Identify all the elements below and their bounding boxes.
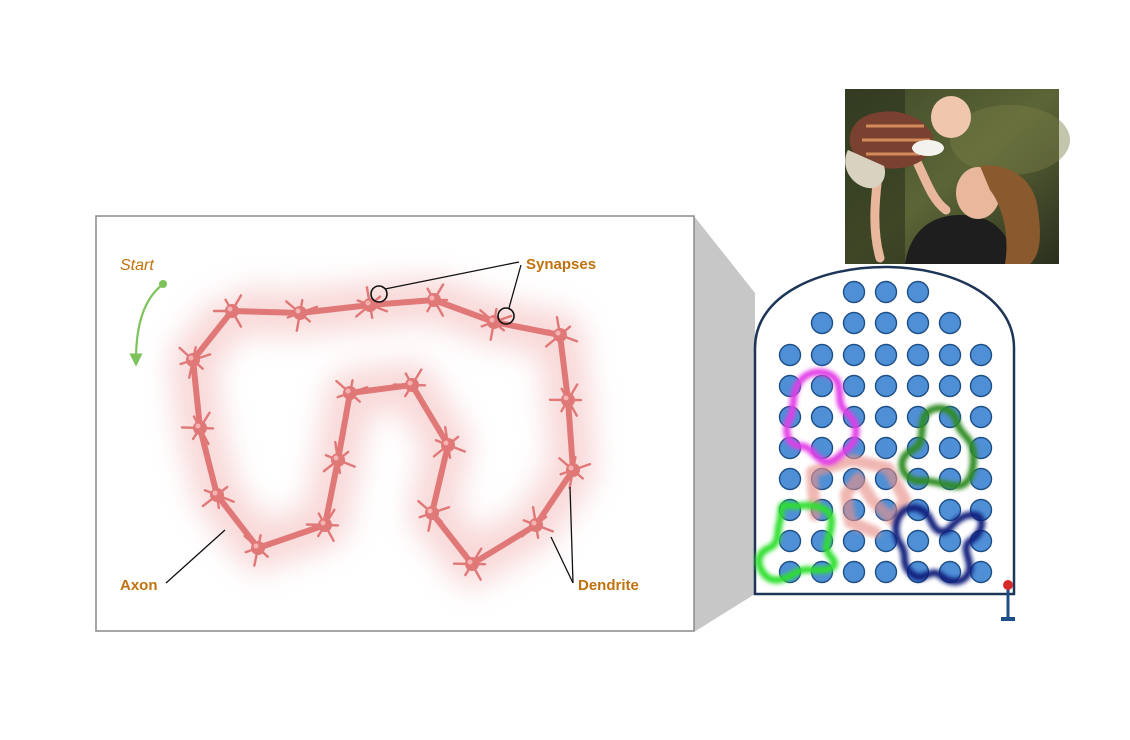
grid-dot	[778, 529, 802, 553]
neuron-cell	[322, 441, 356, 475]
grid-dot	[906, 529, 930, 553]
grid-dot	[906, 374, 930, 398]
neuron-cell	[558, 456, 592, 489]
neuron-cell	[392, 368, 427, 402]
synapse-marker	[370, 285, 388, 303]
axon-label: Axon	[120, 577, 158, 594]
axon-leader-line	[165, 529, 226, 584]
start-label: Start	[120, 257, 154, 274]
grid-dot	[810, 311, 834, 335]
pin-marker-icon	[1001, 580, 1015, 621]
neuron-cell	[335, 379, 369, 412]
neuron-trace	[806, 454, 911, 538]
grid-dot	[938, 498, 962, 522]
grid-dot	[874, 560, 898, 584]
magenta-memory-blob	[783, 368, 860, 466]
neuron-cell	[479, 308, 513, 341]
grid-dot	[906, 280, 930, 304]
start-dot	[159, 280, 167, 288]
grid-dot	[842, 311, 866, 335]
neuron-cell	[520, 506, 554, 539]
grid-dot	[778, 343, 802, 367]
grid-dot	[810, 374, 834, 398]
grid-dot	[906, 311, 930, 335]
grid-dot	[938, 311, 962, 335]
grid-dot	[842, 529, 866, 553]
synapse-leader-line	[384, 261, 520, 290]
green-memory-blob	[898, 404, 977, 490]
neuron-cell	[180, 411, 215, 446]
grid-dot	[969, 343, 993, 367]
neuron-cell	[414, 283, 449, 317]
grid-dot	[874, 405, 898, 429]
grid-dot	[969, 405, 993, 429]
neuron-cell	[305, 508, 340, 542]
neuron-cells	[178, 283, 592, 581]
grid-dot	[906, 343, 930, 367]
neuron-cell	[417, 499, 451, 532]
neuron-cell	[212, 294, 247, 328]
mother-lifting-baby-photo	[845, 89, 1070, 264]
neuron-cell	[178, 346, 212, 379]
synapse-marker	[497, 307, 515, 325]
dendrite-leader-line	[569, 486, 574, 584]
dendrite-label: Dendrite	[578, 577, 639, 594]
neuron-cell	[544, 316, 579, 349]
grid-dot	[778, 467, 802, 491]
grid-dot	[938, 343, 962, 367]
grid-dot	[874, 280, 898, 304]
start-arrow	[129, 284, 163, 367]
grid-dot	[938, 374, 962, 398]
grid-dot	[810, 343, 834, 367]
neuron-cell	[548, 383, 583, 417]
neuron-cell	[285, 299, 319, 332]
zoom-callout	[694, 216, 755, 632]
neuron-cell	[432, 426, 466, 459]
grid-dot	[810, 405, 834, 429]
grid-dot	[874, 374, 898, 398]
grid-dot	[842, 343, 866, 367]
grid-dot	[842, 560, 866, 584]
grid-dot	[842, 280, 866, 304]
grid-dot	[874, 311, 898, 335]
dendrite-leader-line	[550, 536, 574, 584]
navy-memory-blob	[892, 504, 986, 585]
grid-dot	[969, 560, 993, 584]
grid-dot	[874, 343, 898, 367]
neuron-cell	[201, 476, 235, 510]
synapse-leader-line	[508, 264, 522, 309]
grid-dot	[874, 436, 898, 460]
neuron-cell	[452, 547, 487, 581]
neuron-cell	[243, 534, 277, 567]
grid-dot	[938, 436, 962, 460]
grid-dot	[969, 374, 993, 398]
lime-memory-blob	[755, 501, 838, 584]
grid-dot	[842, 374, 866, 398]
synapses-label: Synapses	[526, 256, 596, 273]
